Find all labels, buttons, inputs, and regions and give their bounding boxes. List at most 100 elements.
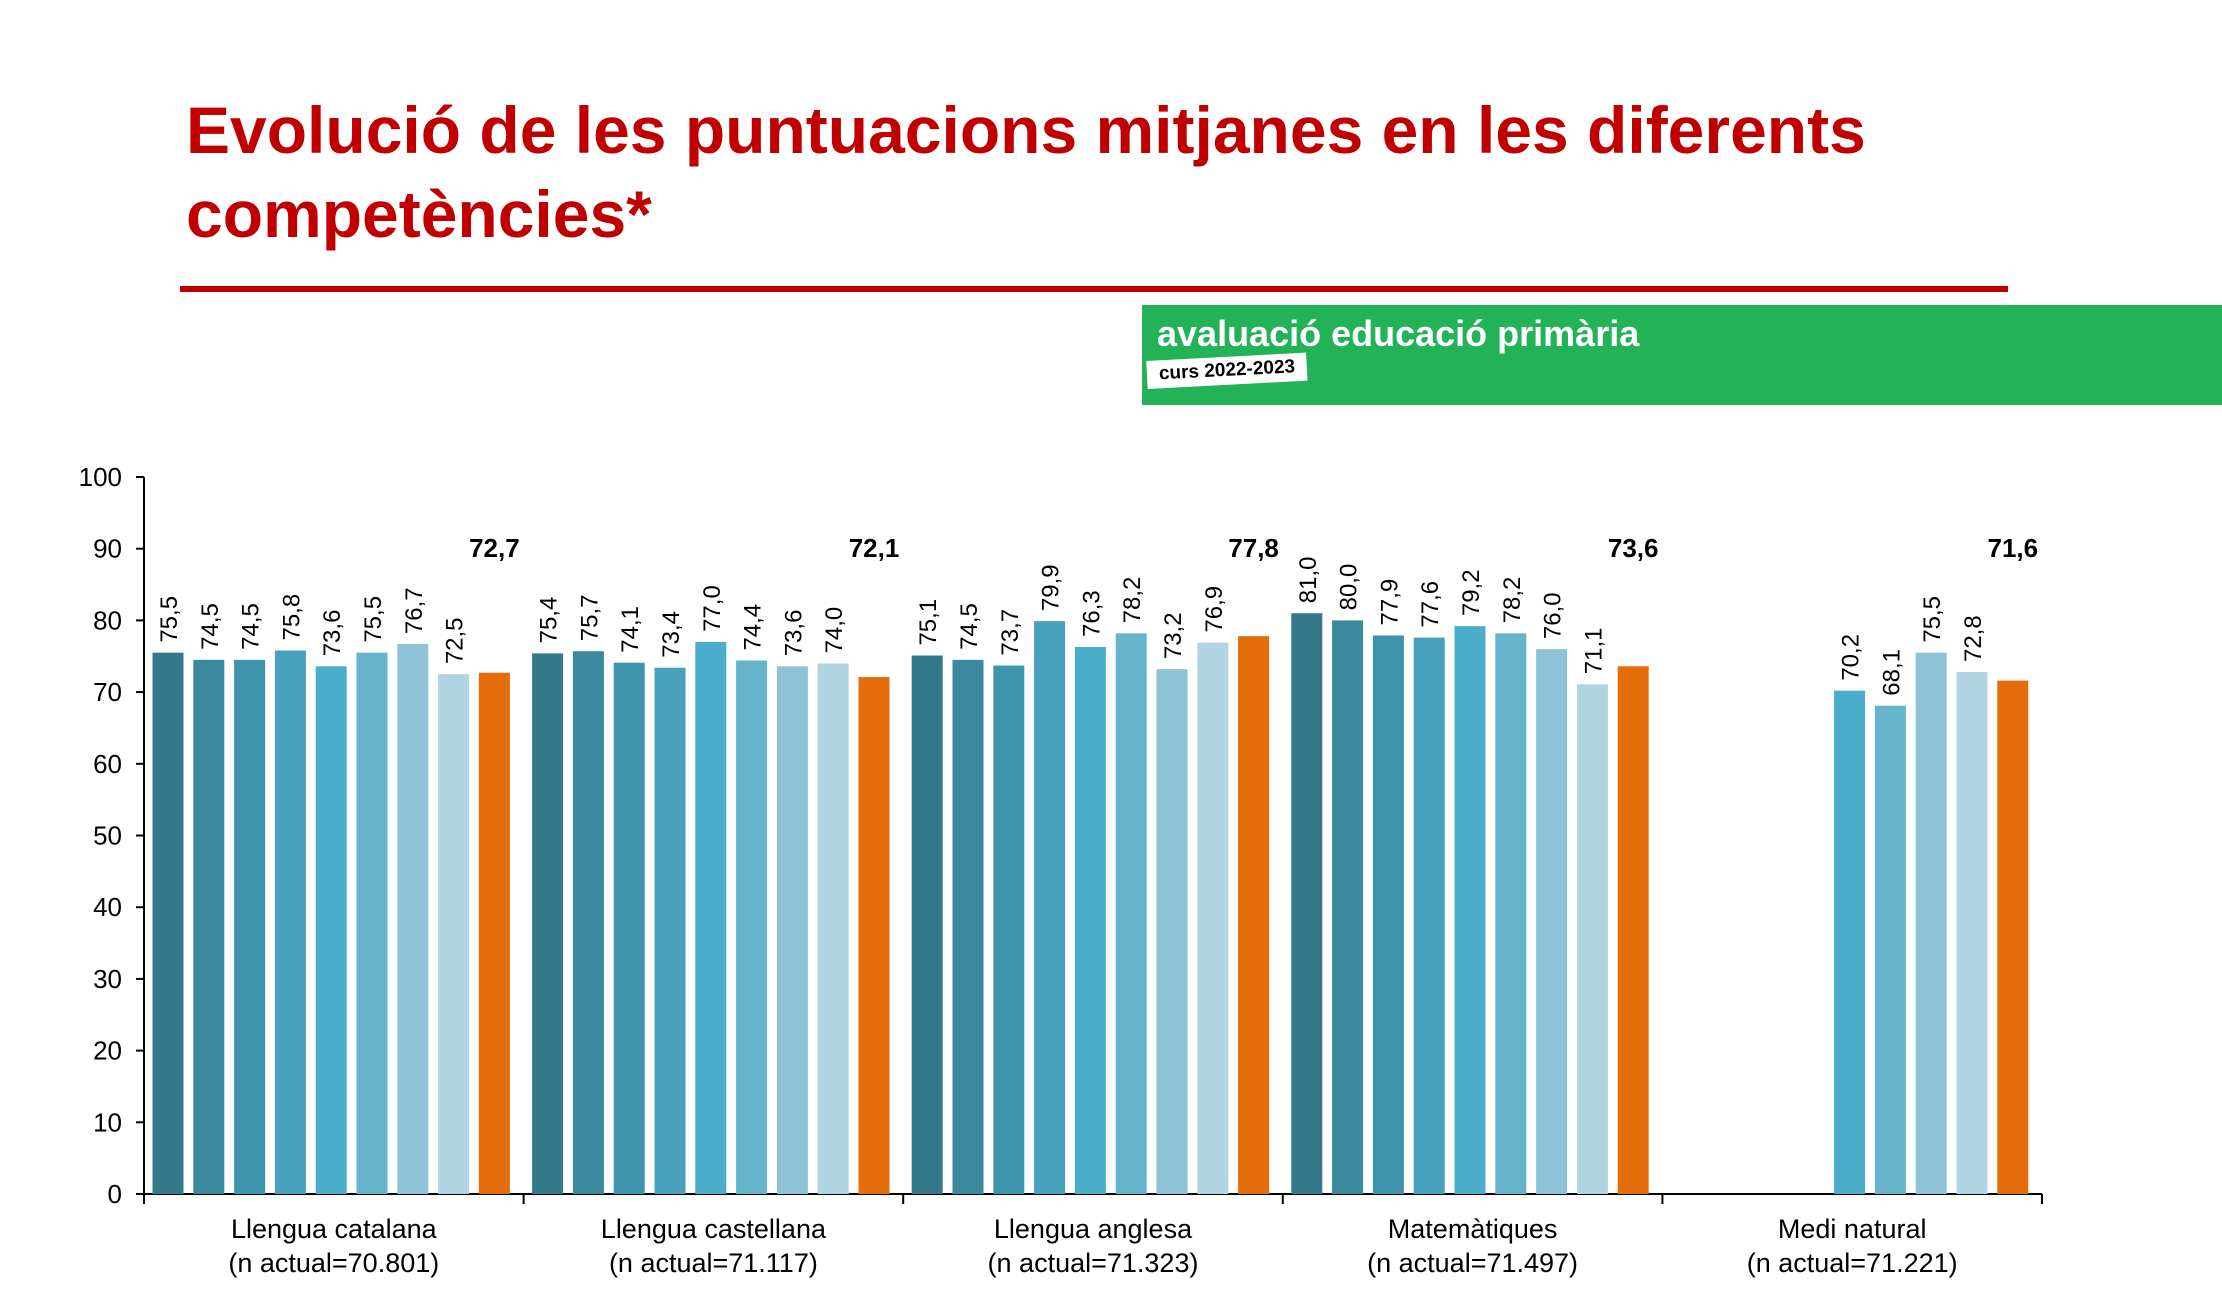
bar-history xyxy=(193,659,225,1194)
bar-history xyxy=(911,655,943,1194)
bar-history xyxy=(438,674,470,1194)
bar-current xyxy=(858,677,890,1194)
bar-history xyxy=(234,659,266,1194)
bar-history xyxy=(1291,613,1323,1194)
bar-value-label: 74,0 xyxy=(821,607,848,654)
bar-value-label: 76,7 xyxy=(401,587,428,634)
bar-history xyxy=(274,650,306,1194)
category-label: Llengua castellana xyxy=(601,1214,827,1244)
bar-current xyxy=(1617,666,1649,1194)
bar-value-label: 75,5 xyxy=(156,596,183,643)
bar-value-label: 74,5 xyxy=(956,603,983,650)
bar-history xyxy=(152,652,184,1194)
bar-value-label: 75,5 xyxy=(1919,596,1946,643)
bar-value-label: 68,1 xyxy=(1878,649,1905,696)
category-label: Llengua catalana xyxy=(231,1214,438,1244)
bar-value-labels: 75,5 74,5 74,5 75,8 73,6 75,5 76,7 72,5 72,7 75,4… xyxy=(156,533,2038,696)
category-n-label: (n actual=71.497) xyxy=(1367,1248,1578,1278)
y-tick-label: 30 xyxy=(93,964,122,994)
bar-history xyxy=(1536,649,1568,1194)
bar-value-label: 73,7 xyxy=(997,609,1024,656)
bar-history xyxy=(356,652,388,1194)
title-divider xyxy=(180,286,2008,292)
bar-history xyxy=(1454,626,1486,1194)
category-n-label: (n actual=71.221) xyxy=(1747,1248,1958,1278)
bar-history xyxy=(952,659,984,1194)
bar-current xyxy=(1238,636,1270,1194)
bar-history xyxy=(1156,669,1188,1194)
y-tick-label: 0 xyxy=(108,1179,122,1209)
bar-value-label: 74,1 xyxy=(617,606,644,653)
bar-history xyxy=(1495,633,1527,1194)
bar-value-label: 73,6 xyxy=(319,610,346,657)
bar-history xyxy=(695,641,727,1194)
bar-value-label: 74,5 xyxy=(238,603,265,650)
bar-history xyxy=(1834,690,1866,1194)
bar-value-label-current: 71,6 xyxy=(1987,533,2038,563)
bar-value-label: 76,0 xyxy=(1540,592,1567,639)
y-tick-label: 10 xyxy=(93,1107,122,1137)
y-tick-label: 70 xyxy=(93,677,122,707)
y-tick-label: 100 xyxy=(79,462,122,492)
y-tick-label: 40 xyxy=(93,892,122,922)
bar-value-label: 79,2 xyxy=(1458,569,1485,616)
bar-history xyxy=(993,665,1025,1194)
bar-value-label: 73,4 xyxy=(658,611,685,658)
y-axis: 0 10 20 30 40 50 60 70 80 90 100 xyxy=(79,462,145,1209)
bar-value-label: 76,3 xyxy=(1078,590,1105,637)
bar-value-label: 77,9 xyxy=(1376,579,1403,626)
bar-history xyxy=(1197,642,1229,1194)
x-axis xyxy=(143,1193,2043,1204)
bar-history xyxy=(1034,621,1066,1194)
bar-current xyxy=(1997,680,2029,1194)
bar-value-label: 79,9 xyxy=(1038,564,1065,611)
bar-value-label: 75,7 xyxy=(576,595,603,642)
category-label: Medi natural xyxy=(1778,1214,1927,1244)
y-tick-label: 50 xyxy=(93,821,122,851)
y-tick-label: 20 xyxy=(93,1036,122,1066)
bar-value-label-current: 72,7 xyxy=(469,533,520,563)
bar-value-label: 81,0 xyxy=(1295,557,1322,604)
category-label: Matemàtiques xyxy=(1388,1214,1558,1244)
page-title: Evolució de les puntuacions mitjanes en … xyxy=(186,93,1866,251)
bar-value-label: 77,0 xyxy=(699,585,726,632)
bar-value-label-current: 72,1 xyxy=(849,533,900,563)
bar-history xyxy=(1074,646,1106,1194)
bar-history xyxy=(1874,705,1906,1194)
bar-history xyxy=(654,667,686,1194)
y-tick-label: 80 xyxy=(93,605,122,635)
y-tick-label: 90 xyxy=(93,534,122,564)
bar-history xyxy=(532,653,564,1194)
bar-value-label-current: 77,8 xyxy=(1228,533,1279,563)
bar-value-label-current: 73,6 xyxy=(1608,533,1659,563)
category-labels: Llengua catalana (n actual=70.801) Llengua… xyxy=(228,1214,1957,1278)
bar-history xyxy=(1372,635,1404,1194)
bar-history xyxy=(1413,637,1445,1194)
bar-value-label: 78,2 xyxy=(1499,577,1526,624)
bar-value-label: 72,5 xyxy=(442,617,469,664)
banner-title: avaluació educació primària xyxy=(1157,313,1640,354)
category-label: Llengua anglesa xyxy=(994,1214,1193,1244)
evaluation-banner: avaluació educació primària curs 2022-20… xyxy=(1142,305,2222,405)
bar-history xyxy=(817,663,849,1194)
bar-value-label: 73,6 xyxy=(780,610,807,657)
bar-value-label: 75,1 xyxy=(915,599,942,646)
bar-value-label: 77,6 xyxy=(1417,581,1444,628)
bar-value-label: 73,2 xyxy=(1160,612,1187,659)
bar-current xyxy=(478,672,510,1194)
bar-value-label: 75,4 xyxy=(536,597,563,644)
bar-value-label: 78,2 xyxy=(1119,577,1146,624)
bar-value-label: 74,5 xyxy=(197,603,224,650)
bar-value-label: 74,4 xyxy=(740,604,767,651)
category-n-label: (n actual=71.117) xyxy=(609,1248,818,1278)
bar-history xyxy=(1915,652,1947,1194)
bar-history xyxy=(1115,633,1147,1194)
bar-history xyxy=(572,651,604,1194)
bar-value-label: 75,5 xyxy=(360,596,387,643)
bar-history xyxy=(776,666,808,1194)
bar-value-label: 71,1 xyxy=(1580,627,1607,674)
bars xyxy=(152,613,2029,1194)
category-n-label: (n actual=70.801) xyxy=(228,1248,439,1278)
bar-value-label: 80,0 xyxy=(1336,564,1363,611)
